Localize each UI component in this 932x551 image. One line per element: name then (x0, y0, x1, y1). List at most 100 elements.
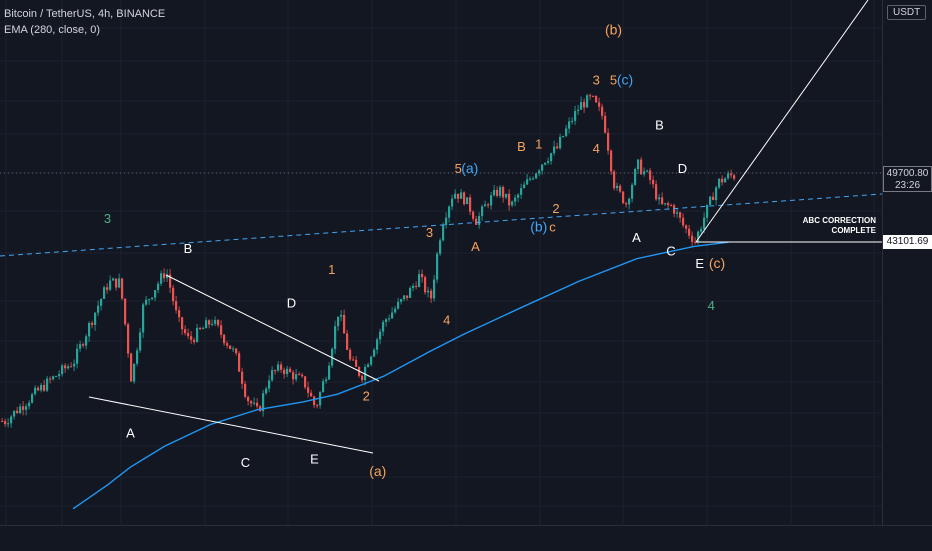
candle-body (601, 107, 603, 116)
wave-label: 3 (593, 73, 600, 88)
candle-body (694, 242, 696, 243)
candle-body (232, 349, 234, 350)
candle-body (124, 299, 126, 325)
candle-body (610, 151, 612, 172)
candle-body (613, 171, 615, 188)
wave-label: C (241, 455, 250, 470)
chart-legend: Bitcoin / TetherUS, 4h, BINANCE EMA (280… (4, 6, 165, 38)
candle-body (76, 349, 78, 364)
candle-body (115, 278, 117, 287)
candle-body (100, 299, 102, 306)
candle-body (202, 328, 204, 329)
candle-body (175, 301, 177, 310)
wave-label: A (126, 426, 135, 441)
candle-body (661, 197, 663, 204)
candlestick-series (1, 94, 735, 428)
candle-body (514, 198, 516, 202)
price-scale[interactable] (882, 0, 932, 525)
candle-body (634, 169, 636, 185)
chart-grid (0, 0, 882, 525)
candle-body (82, 344, 84, 345)
candle-body (577, 110, 579, 111)
candle-body (628, 199, 630, 205)
wave-label: (a) (369, 463, 386, 479)
candle-body (22, 406, 24, 409)
symbol-title[interactable]: Bitcoin / TetherUS, 4h, BINANCE (4, 6, 165, 22)
candle-body (61, 365, 63, 374)
candle-body (574, 111, 576, 121)
candle-body (721, 179, 723, 183)
candle-body (109, 281, 111, 290)
candle-body (40, 385, 42, 390)
wave-label: 4 (593, 141, 600, 156)
candle-body (484, 204, 486, 206)
wave-label: D (287, 295, 296, 310)
candle-body (445, 218, 447, 225)
candle-body (403, 295, 405, 299)
candle-body (151, 298, 153, 300)
wave-label: E (310, 451, 319, 466)
candle-body (226, 343, 228, 345)
candle-body (271, 370, 273, 380)
wave-label: D (678, 161, 687, 176)
candle-body (730, 174, 732, 176)
candle-body (148, 299, 150, 300)
candle-body (322, 381, 324, 392)
currency-badge[interactable]: USDT (887, 5, 926, 20)
candle-body (409, 288, 411, 298)
candle-body (586, 95, 588, 107)
candle-body (172, 288, 174, 301)
candle-body (196, 328, 198, 342)
candle-body (691, 236, 693, 242)
candle-body (223, 335, 225, 343)
candle-body (19, 406, 21, 413)
candle-body (13, 411, 15, 417)
candle-body (193, 340, 195, 342)
time-scale[interactable] (0, 525, 932, 551)
candle-body (67, 366, 69, 368)
candle-body (58, 374, 60, 376)
candle-body (658, 197, 660, 199)
candle-body (28, 403, 30, 407)
candle-body (370, 357, 372, 365)
candle-body (247, 397, 249, 401)
candle-body (640, 160, 642, 175)
candle-body (547, 161, 549, 163)
candle-body (286, 369, 288, 374)
candle-body (97, 306, 99, 313)
candle-body (103, 287, 105, 299)
abc-correction-note: ABC CORRECTION COMPLETE (790, 216, 876, 236)
candle-body (139, 332, 141, 350)
candle-body (334, 326, 336, 349)
candle-body (649, 170, 651, 179)
candle-body (250, 401, 252, 403)
candle-body (31, 394, 33, 403)
note-line-2: COMPLETE (790, 226, 876, 236)
candle-body (94, 313, 96, 325)
candle-body (142, 305, 144, 333)
wave-label: E (695, 256, 704, 271)
candle-body (214, 320, 216, 324)
candle-body (553, 147, 555, 154)
candle-body (715, 187, 717, 200)
candle-body (307, 387, 309, 392)
candle-body (667, 203, 669, 205)
candle-body (493, 190, 495, 195)
candle-body (673, 205, 675, 213)
candle-body (580, 102, 582, 110)
candle-body (442, 225, 444, 240)
candle-body (454, 194, 456, 199)
candle-body (238, 353, 240, 371)
candle-body (37, 388, 39, 391)
candle-body (256, 403, 258, 406)
candle-body (703, 218, 705, 229)
candle-body (598, 102, 600, 106)
ema-indicator-label[interactable]: EMA (280, close, 0) (4, 22, 165, 38)
candle-body (106, 287, 108, 289)
candle-body (160, 273, 162, 283)
candle-body (688, 229, 690, 236)
candle-body (505, 194, 507, 198)
horizontal-level-tag: 43101.69 (883, 235, 932, 249)
note-line-1: ABC CORRECTION (790, 216, 876, 226)
